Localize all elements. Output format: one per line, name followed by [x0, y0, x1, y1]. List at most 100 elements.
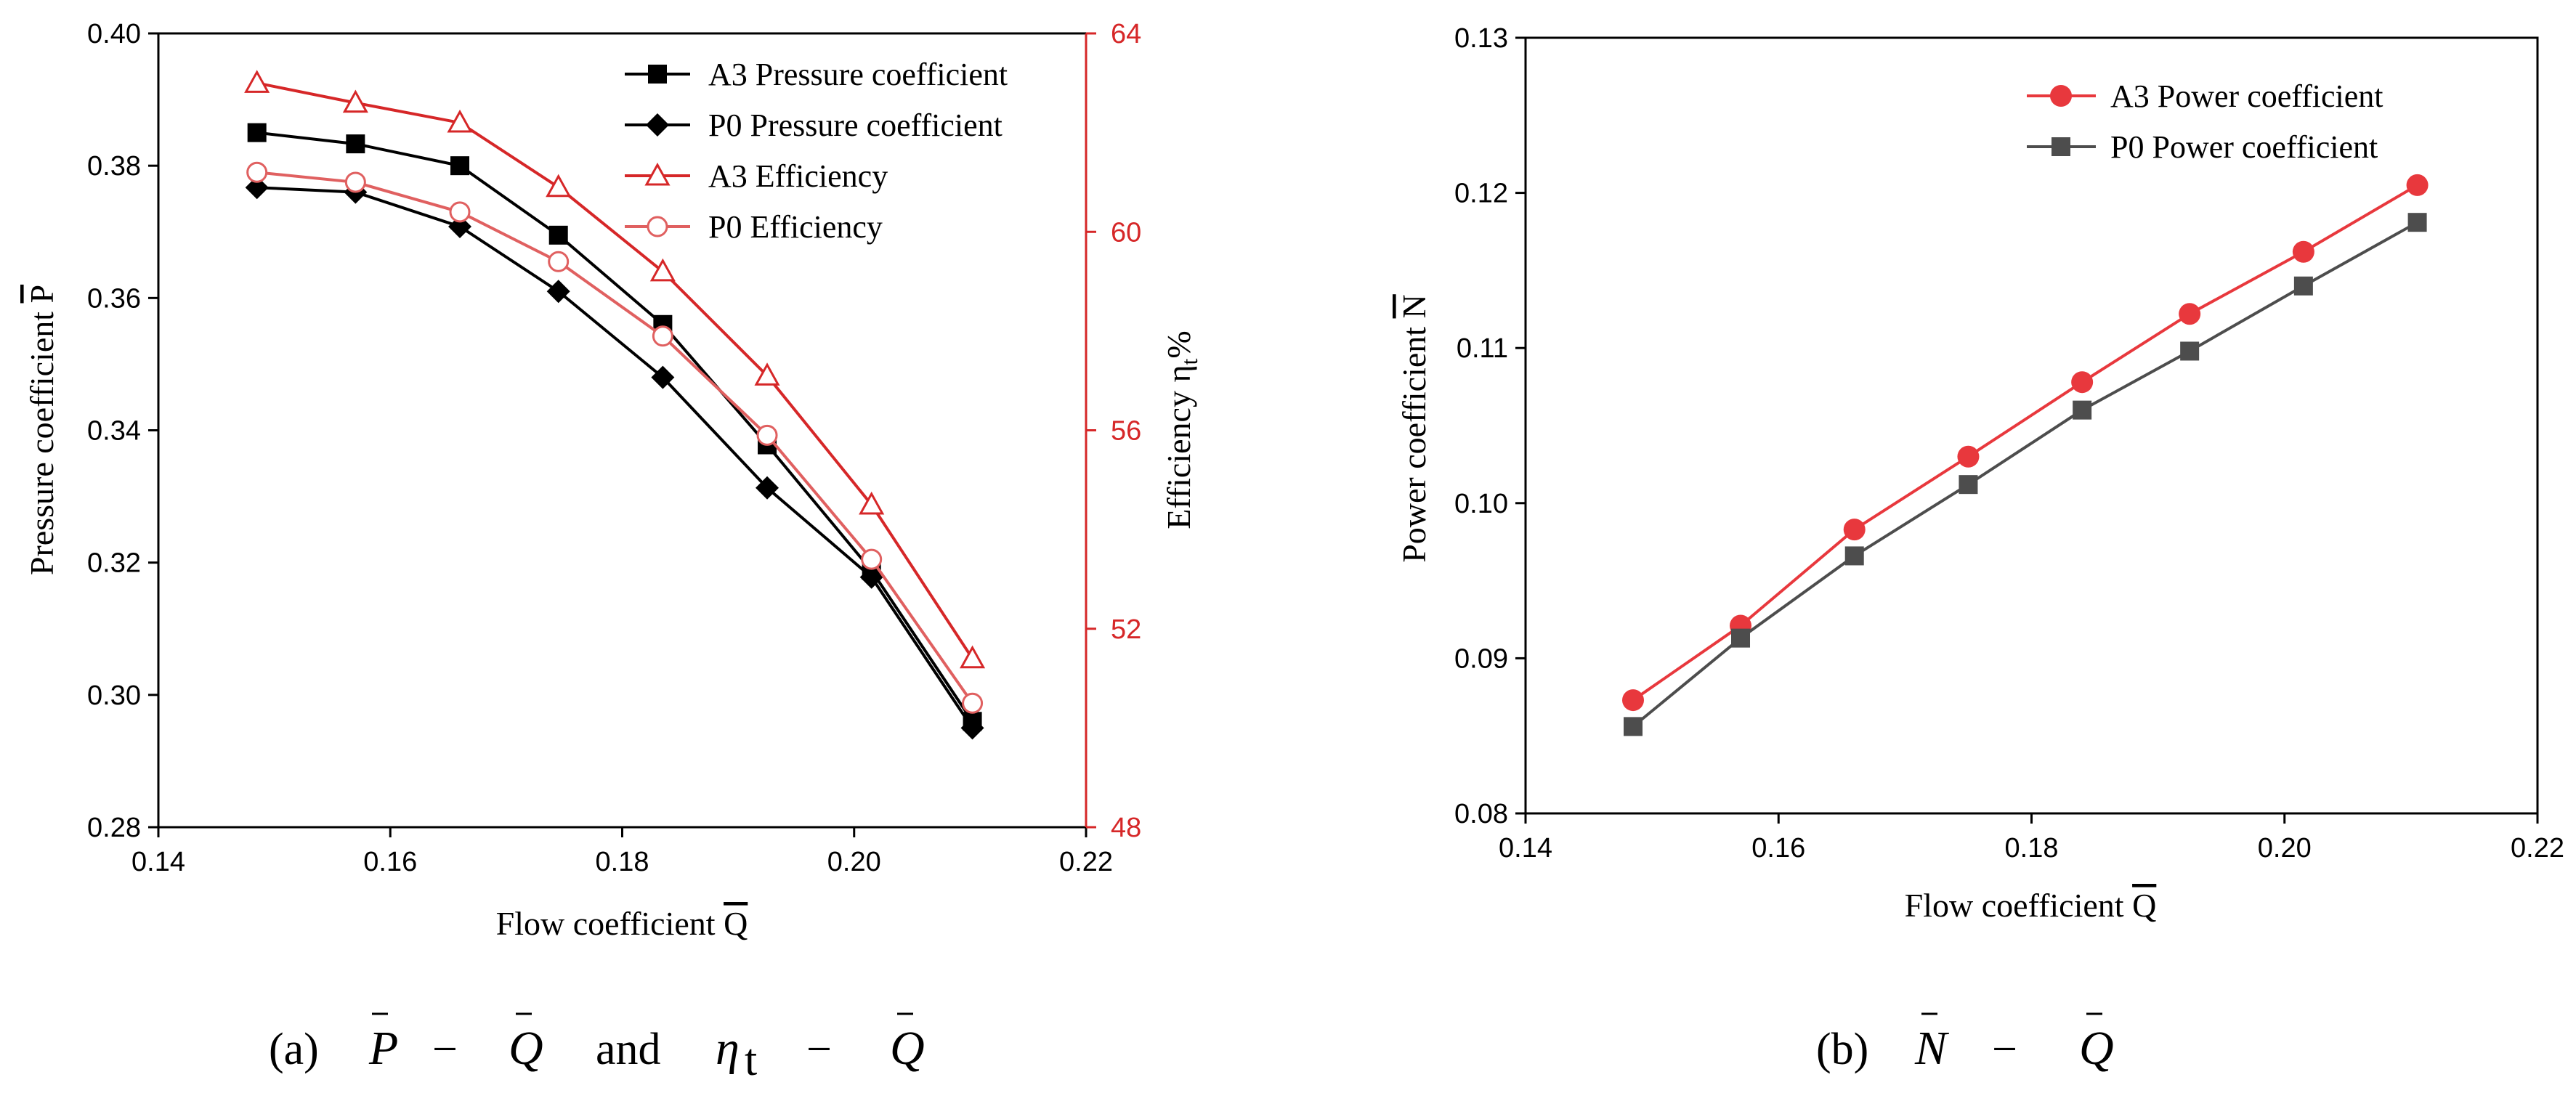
panel-b-caption-minus: −: [1992, 1025, 2017, 1074]
panel-b-caption-term-q: Q: [2079, 1022, 2114, 1075]
panel-b-x-axis-var: Q: [2132, 887, 2156, 924]
panel-a-caption-eta: η: [716, 1022, 740, 1075]
panel-a-caption-label: (a): [269, 1025, 319, 1074]
panel-b-data-point: [2292, 240, 2314, 263]
panel-a-legend-marker: [646, 113, 669, 137]
panel-a-data-point: [754, 362, 780, 386]
panel-a-data-point: [652, 325, 673, 347]
panel-a-y-tick-label: 0.30: [87, 680, 141, 711]
panel-a-data-point: [447, 109, 473, 133]
panel-b-x-axis-title: Flow coefficient Q: [1905, 887, 2157, 924]
panel-a-y2-tick-label: 48: [1111, 813, 1141, 843]
panel-a-data-point: [450, 156, 470, 176]
panel-a-data-point: [960, 716, 984, 740]
panel-a-series: [244, 70, 986, 740]
panel-a-data-point: [344, 171, 366, 193]
panel-b-caption-label: (b): [1816, 1025, 1868, 1074]
panel-a-y-ticks: 0.28 0.30 0.32 0.34 0.36 0.38 0.40: [87, 19, 158, 843]
panel-b-x-tick-label: 0.22: [2511, 833, 2564, 864]
panel-a-data-point: [247, 123, 267, 142]
panel-a-data-point: [548, 225, 568, 245]
panel-a-series-line: [256, 171, 974, 704]
panel-b-data-point: [2071, 371, 2094, 394]
panel-a-data-point: [342, 89, 368, 113]
panel-a-chart: 0.14 0.16 0.18 0.20 0.22 0.28 0.30 0.32 0.34 0.3…: [23, 19, 1202, 1085]
panel-a-legend-label: A3 Efficiency: [708, 158, 888, 194]
panel-b-data-point: [1624, 717, 1643, 736]
panel-a-y2-axis-suffix: %: [1160, 330, 1197, 358]
panel-a-y2-ticks: 48 52 56 60 64: [1086, 19, 1141, 843]
panel-a-x-tick-label: 0.18: [596, 847, 649, 877]
panel-b-x-tick-label: 0.14: [1499, 833, 1552, 864]
panel-b-y-tick-label: 0.12: [1454, 179, 1508, 209]
panel-a-data-point: [859, 565, 883, 589]
panel-b-data-point: [2180, 341, 2200, 361]
panel-a-x-axis-title: Flow coefficient Q: [496, 905, 748, 942]
panel-a-data-point: [246, 161, 268, 183]
panel-b-y-axis-var: N: [1396, 294, 1433, 318]
panel-a-x-tick-label: 0.14: [131, 847, 185, 877]
panel-b-data-point: [1731, 628, 1751, 648]
panel-a-y2-tick-label: 56: [1111, 416, 1141, 447]
panel-a-data-point: [244, 70, 270, 93]
panel-b-legend-label: A3 Power coefficient: [2110, 78, 2383, 114]
panel-a-y-axis-title: Pressure coefficient P: [23, 285, 60, 575]
panel-b-data-point: [2073, 400, 2092, 420]
panel-b-y-tick-label: 0.13: [1454, 23, 1508, 54]
panel-b-legend-label: P0 Power coefficient: [2110, 129, 2378, 165]
panel-a-data-point: [546, 280, 570, 304]
panel-b-y-tick-label: 0.10: [1454, 489, 1508, 519]
panel-a-y2-tick-label: 60: [1111, 217, 1141, 248]
panel-b-y-axis-title: Power coefficient N: [1396, 294, 1433, 563]
panel-a-y-tick-label: 0.34: [87, 416, 141, 447]
panel-a-series-line: [256, 186, 974, 729]
panel-a-legend: A3 Pressure coefficient P0 Pressure coeff…: [625, 57, 1008, 245]
panel-a-legend-marker: [647, 216, 668, 237]
panel-a-caption-and: and: [596, 1025, 661, 1074]
panel-a-y-tick-label: 0.36: [87, 283, 141, 314]
panel-a-data-point: [756, 424, 778, 446]
panel-a-legend-marker: [644, 162, 671, 186]
panel-a-data-point: [346, 134, 365, 154]
panel-b-series-line: [1632, 184, 2418, 702]
panel-b-x-ticks: 0.14 0.16 0.18 0.20 0.22: [1499, 813, 2564, 864]
panel-b-y-tick-label: 0.08: [1454, 799, 1508, 829]
panel-b-y-ticks: 0.08 0.09 0.10 0.11 0.12 0.13: [1454, 23, 1526, 829]
panel-a-y-tick-label: 0.32: [87, 548, 141, 579]
panel-b-y-tick-label: 0.09: [1454, 643, 1508, 674]
panel-b-chart: 0.14 0.16 0.18 0.20 0.22 0.08 0.09 0.10 0.11 0.1…: [1396, 23, 2564, 1075]
panel-a-x-tick-label: 0.22: [1059, 847, 1113, 877]
panel-a-data-point: [960, 645, 986, 669]
panel-a-caption-term-q1: Q: [509, 1022, 543, 1075]
panel-a-caption-minus-2: −: [806, 1025, 832, 1074]
panel-b-data-point: [1622, 689, 1645, 712]
panel-b-data-point: [1959, 475, 1978, 495]
panel-b-series: [1622, 174, 2429, 736]
panel-a-caption-eta-sub: t: [745, 1036, 757, 1085]
panel-b-caption: (b) N − Q: [1816, 1012, 2114, 1075]
panel-a-y2-axis-title: Efficiency ηt%: [1160, 330, 1202, 529]
panel-a-data-point: [861, 548, 883, 570]
panel-b-data-point: [1843, 519, 1866, 541]
panel-a-y2-axis-sub: t: [1176, 358, 1202, 365]
panel-b-data-point: [1844, 546, 1864, 566]
panel-a-y-tick-label: 0.38: [87, 151, 141, 182]
panel-a-x-axis-var: Q: [724, 905, 748, 942]
panel-a-series-line: [256, 81, 974, 659]
panel-a-series-line: [256, 131, 974, 723]
panel-a-x-tick-label: 0.16: [363, 847, 417, 877]
panel-a-legend-label: P0 Pressure coefficient: [708, 107, 1003, 143]
panel-b-data-point: [2179, 303, 2201, 325]
panel-a-y2-tick-label: 64: [1111, 19, 1141, 49]
panel-b-plot-frame: [1524, 36, 2539, 815]
panel-b-legend-marker: [2050, 85, 2072, 107]
panel-a-data-point: [449, 201, 471, 223]
panel-a-caption: (a) P − Q and η t − Q: [269, 1012, 925, 1085]
panel-b-data-point: [1957, 445, 1980, 468]
panel-b-legend: A3 Power coefficient P0 Power coefficient: [2027, 78, 2383, 165]
panel-a-data-point: [962, 692, 984, 714]
panel-a-data-point: [546, 174, 572, 198]
panel-b-data-point: [2406, 174, 2429, 196]
panel-b-data-point: [2293, 276, 2313, 296]
panel-a-x-ticks: 0.14 0.16 0.18 0.20 0.22: [131, 827, 1113, 877]
